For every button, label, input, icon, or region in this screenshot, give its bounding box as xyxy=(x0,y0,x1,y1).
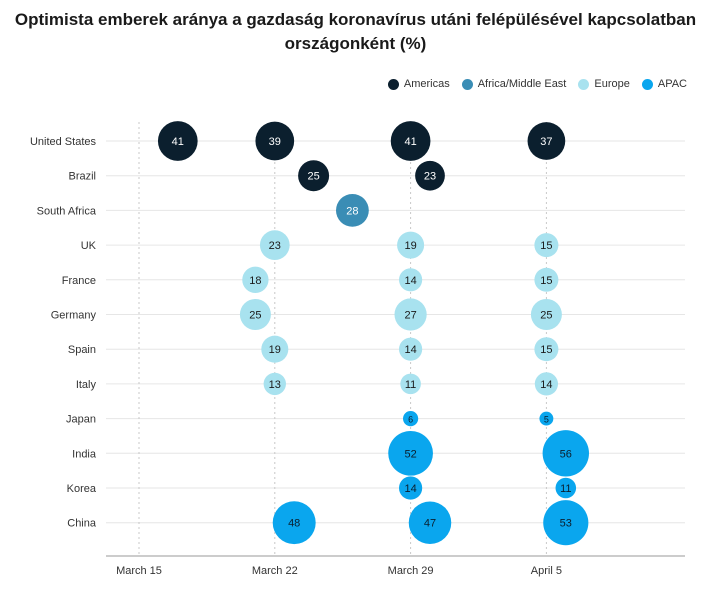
legend: Americas Africa/Middle East Europe APAC xyxy=(376,78,687,90)
bubble-china-march-30 xyxy=(408,501,452,544)
bubble-uk-april-5-label: 15 xyxy=(540,240,552,252)
x-tick-label-march-29: March 29 xyxy=(388,565,434,577)
bubble-germany-march-29-label: 27 xyxy=(404,310,416,322)
bubble-korea-march-29-label: 14 xyxy=(404,483,416,495)
bubble-united-states-april-5 xyxy=(527,122,566,160)
chart-title-line-1: Optimista emberek aránya a gazdaság koro… xyxy=(14,10,697,29)
bubble-brazil-march-30-label: 23 xyxy=(424,171,436,183)
bubble-uk-march-29 xyxy=(397,231,425,259)
bubble-japan-march-29-label: 6 xyxy=(408,415,413,425)
bubble-italy-april-5-label: 14 xyxy=(540,379,552,391)
bubble-united-states-march-22-label: 39 xyxy=(269,136,281,148)
bubble-brazil-march-30 xyxy=(415,160,445,191)
legend-item-europe: Europe xyxy=(578,78,630,90)
bubble-uk-april-5 xyxy=(534,233,559,258)
bubble-germany-march-21-label: 25 xyxy=(249,310,261,322)
legend-swatch-americas xyxy=(387,78,399,90)
category-label-brazil: Brazil xyxy=(68,171,96,183)
bubble-south-africa-march-26 xyxy=(335,193,369,227)
bubble-korea-april-6-label: 11 xyxy=(560,483,571,495)
bubble-united-states-march-22 xyxy=(255,121,295,161)
x-tick-label-april-5: April 5 xyxy=(531,565,562,577)
legend-label-europe: Europe xyxy=(594,78,630,90)
legend-swatch-africa-middle-east xyxy=(461,78,473,90)
legend-label-apac: APAC xyxy=(657,78,687,90)
x-tick-label-march-15: March 15 xyxy=(116,565,162,577)
bubble-italy-march-29 xyxy=(400,373,421,395)
bubble-china-march-23 xyxy=(272,501,316,545)
bubble-france-april-5 xyxy=(534,267,559,292)
bubble-united-states-march-29 xyxy=(390,121,431,161)
bubble-japan-april-5-label: 5 xyxy=(544,415,549,425)
category-label-china: China xyxy=(67,518,97,530)
bubble-france-march-21-label: 18 xyxy=(249,275,261,287)
bubble-spain-april-5-label: 15 xyxy=(540,344,552,356)
bubble-spain-march-29 xyxy=(399,337,423,361)
bubble-uk-march-22 xyxy=(259,230,290,260)
bubble-france-march-21 xyxy=(242,266,269,293)
bubble-china-april-6-label: 53 xyxy=(560,518,572,530)
bubble-italy-march-22 xyxy=(263,372,286,396)
bubble-spain-march-22-label: 19 xyxy=(269,344,281,356)
category-label-germany: Germany xyxy=(51,310,97,322)
bubble-japan-march-29 xyxy=(403,411,419,427)
bubble-spain-april-5 xyxy=(534,337,559,362)
bubble-brazil-march-24 xyxy=(298,160,330,192)
bubble-spain-march-29-label: 14 xyxy=(404,344,416,356)
legend-item-apac: APAC xyxy=(641,78,687,90)
bubble-india-april-6 xyxy=(542,430,589,477)
bubble-korea-april-6 xyxy=(555,477,577,499)
bubble-uk-march-22-label: 23 xyxy=(269,240,281,252)
category-label-india: India xyxy=(72,448,97,460)
category-label-united-states: United States xyxy=(30,136,97,148)
bubble-germany-april-5 xyxy=(530,299,562,330)
bubble-united-states-march-29-label: 41 xyxy=(404,136,416,148)
chart-title: Optimista emberek aránya a gazdaság koro… xyxy=(0,8,711,56)
bubble-india-march-29 xyxy=(388,430,433,476)
bubble-japan-april-5 xyxy=(539,411,554,426)
legend-swatch-apac xyxy=(641,78,653,90)
bubble-united-states-march-17-label: 41 xyxy=(172,136,184,148)
category-label-spain: Spain xyxy=(68,344,96,356)
legend-swatch-europe xyxy=(578,78,590,90)
bubble-germany-march-21 xyxy=(239,299,271,330)
category-label-italy: Italy xyxy=(76,379,97,391)
bubble-south-africa-march-26-label: 28 xyxy=(346,205,358,217)
legend-item-americas: Americas xyxy=(387,78,450,90)
bubble-india-march-29-label: 52 xyxy=(404,448,416,460)
bubble-france-march-29 xyxy=(399,268,423,292)
bubble-india-april-6-label: 56 xyxy=(560,448,572,460)
bubble-italy-april-5 xyxy=(534,372,558,396)
legend-label-africa-middle-east: Africa/Middle East xyxy=(477,78,567,90)
legend-item-africa-middle-east: Africa/Middle East xyxy=(461,78,567,90)
x-tick-label-march-22: March 22 xyxy=(252,565,298,577)
bubble-china-march-30-label: 47 xyxy=(424,518,436,530)
bubble-uk-march-29-label: 19 xyxy=(404,240,416,252)
chart-title-line-2: országonként (%) xyxy=(284,34,427,53)
bubble-china-march-23-label: 48 xyxy=(288,518,300,530)
legend-label-americas: Americas xyxy=(403,78,450,90)
bubble-germany-april-5-label: 25 xyxy=(540,310,552,322)
category-label-japan: Japan xyxy=(66,414,96,426)
bubble-italy-march-22-label: 13 xyxy=(269,379,281,391)
bubble-germany-march-29 xyxy=(394,298,427,331)
bubble-united-states-april-5-label: 37 xyxy=(540,136,552,148)
bubble-france-march-29-label: 14 xyxy=(404,275,416,287)
category-label-korea: Korea xyxy=(67,483,97,495)
bubble-italy-march-29-label: 11 xyxy=(405,379,416,391)
bubble-united-states-march-17 xyxy=(157,121,198,161)
bubble-spain-march-22 xyxy=(261,335,289,363)
bubble-france-april-5-label: 15 xyxy=(540,275,552,287)
bubble-brazil-march-24-label: 25 xyxy=(307,171,319,183)
category-label-south-africa: South Africa xyxy=(37,205,97,217)
bubble-china-april-6 xyxy=(543,500,589,546)
category-label-france: France xyxy=(62,275,96,287)
category-label-uk: UK xyxy=(81,240,97,252)
bubble-korea-march-29 xyxy=(399,476,423,500)
